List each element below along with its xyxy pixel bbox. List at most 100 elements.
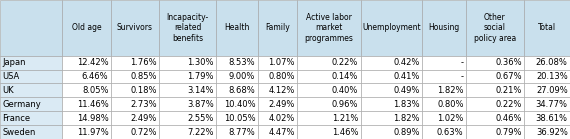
Text: Germany: Germany (2, 100, 41, 109)
Bar (258, 83, 297, 97)
Text: Survivors: Survivors (117, 23, 153, 32)
Text: 4.12%: 4.12% (268, 86, 295, 95)
Bar (0, 97, 63, 111)
Bar (297, 56, 361, 70)
Text: 4.47%: 4.47% (268, 128, 295, 136)
Text: 0.18%: 0.18% (130, 86, 157, 95)
Text: 0.42%: 0.42% (393, 58, 420, 67)
Bar (466, 111, 524, 125)
Text: 8.68%: 8.68% (229, 86, 255, 95)
Bar (361, 0, 422, 56)
Text: 36.92%: 36.92% (536, 128, 568, 136)
Text: 1.07%: 1.07% (268, 58, 295, 67)
Bar (297, 125, 361, 139)
Bar (422, 0, 466, 56)
Bar (524, 125, 570, 139)
Text: 8.77%: 8.77% (229, 128, 255, 136)
Text: 4.02%: 4.02% (268, 114, 295, 123)
Bar (524, 83, 570, 97)
Text: Japan: Japan (2, 58, 26, 67)
Bar (297, 111, 361, 125)
Text: Housing: Housing (428, 23, 459, 32)
Text: 1.21%: 1.21% (332, 114, 359, 123)
Text: 0.14%: 0.14% (332, 72, 359, 81)
Text: -: - (461, 72, 463, 81)
Bar (361, 111, 422, 125)
Text: 0.22%: 0.22% (495, 100, 522, 109)
Text: 9.00%: 9.00% (229, 72, 255, 81)
Text: 2.55%: 2.55% (188, 114, 214, 123)
Bar (258, 125, 297, 139)
Bar (422, 56, 466, 70)
Text: 0.49%: 0.49% (393, 86, 420, 95)
Text: 1.76%: 1.76% (130, 58, 157, 67)
Text: UK: UK (2, 86, 14, 95)
Bar (216, 83, 258, 97)
Text: 1.83%: 1.83% (393, 100, 420, 109)
Text: 27.09%: 27.09% (536, 86, 568, 95)
Bar (361, 125, 422, 139)
Bar (422, 70, 466, 83)
Bar (63, 97, 111, 111)
Text: 1.79%: 1.79% (187, 72, 214, 81)
Bar (466, 125, 524, 139)
Text: 20.13%: 20.13% (536, 72, 568, 81)
Bar (297, 83, 361, 97)
Text: Unemployment: Unemployment (362, 23, 421, 32)
Bar (0, 83, 63, 97)
Text: 12.42%: 12.42% (77, 58, 108, 67)
Bar (63, 56, 111, 70)
Bar (524, 111, 570, 125)
Text: 0.41%: 0.41% (393, 72, 420, 81)
Bar (0, 70, 63, 83)
Bar (524, 70, 570, 83)
Bar (159, 83, 216, 97)
Bar (111, 111, 159, 125)
Bar (216, 125, 258, 139)
Bar (422, 125, 466, 139)
Bar (159, 97, 216, 111)
Text: 26.08%: 26.08% (536, 58, 568, 67)
Bar (111, 97, 159, 111)
Text: 0.21%: 0.21% (495, 86, 522, 95)
Bar (258, 97, 297, 111)
Bar (111, 70, 159, 83)
Text: 34.77%: 34.77% (536, 100, 568, 109)
Text: 3.14%: 3.14% (187, 86, 214, 95)
Bar (258, 111, 297, 125)
Bar (466, 97, 524, 111)
Bar (216, 70, 258, 83)
Text: Total: Total (538, 23, 556, 32)
Text: 0.89%: 0.89% (393, 128, 420, 136)
Bar (111, 125, 159, 139)
Bar (111, 0, 159, 56)
Bar (111, 56, 159, 70)
Bar (63, 0, 111, 56)
Bar (422, 97, 466, 111)
Text: 2.49%: 2.49% (268, 100, 295, 109)
Bar (524, 97, 570, 111)
Text: -: - (461, 58, 463, 67)
Text: 0.96%: 0.96% (332, 100, 359, 109)
Bar (0, 125, 63, 139)
Text: 0.67%: 0.67% (495, 72, 522, 81)
Text: 10.05%: 10.05% (223, 114, 255, 123)
Text: 1.30%: 1.30% (187, 58, 214, 67)
Text: 0.63%: 0.63% (437, 128, 463, 136)
Bar (422, 111, 466, 125)
Bar (159, 56, 216, 70)
Text: 14.98%: 14.98% (77, 114, 108, 123)
Text: 0.22%: 0.22% (332, 58, 359, 67)
Text: 1.46%: 1.46% (332, 128, 359, 136)
Text: 7.22%: 7.22% (187, 128, 214, 136)
Bar (258, 56, 297, 70)
Text: 8.53%: 8.53% (229, 58, 255, 67)
Bar (111, 83, 159, 97)
Bar (63, 125, 111, 139)
Text: 3.87%: 3.87% (187, 100, 214, 109)
Text: 38.61%: 38.61% (536, 114, 568, 123)
Bar (297, 0, 361, 56)
Text: 11.97%: 11.97% (77, 128, 108, 136)
Text: 1.02%: 1.02% (437, 114, 463, 123)
Text: 0.36%: 0.36% (495, 58, 522, 67)
